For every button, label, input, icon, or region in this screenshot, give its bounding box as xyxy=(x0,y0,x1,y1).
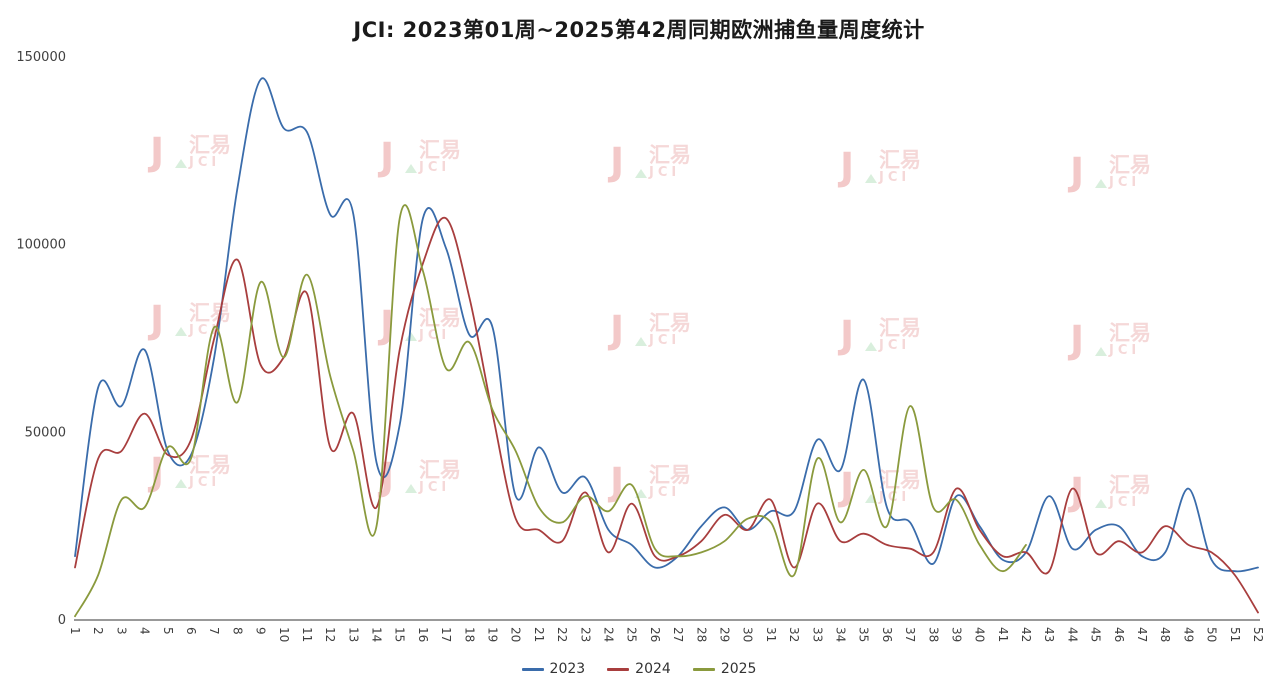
legend-label: 2024 xyxy=(635,661,671,677)
x-tick-label: 16 xyxy=(416,627,430,642)
x-tick-label: 20 xyxy=(509,627,523,642)
y-tick-label: 50000 xyxy=(25,425,66,440)
x-tick-label: 23 xyxy=(578,627,592,642)
x-tick-label: 48 xyxy=(1158,627,1172,642)
legend-item-2024: 2024 xyxy=(607,661,671,677)
legend-line-swatch xyxy=(692,667,715,671)
x-tick-label: 35 xyxy=(857,627,871,642)
x-tick-label: 13 xyxy=(346,627,360,642)
series-line-2023 xyxy=(74,77,1259,573)
x-tick-label: 34 xyxy=(833,627,847,642)
legend-line-swatch xyxy=(521,667,544,671)
chart-title: JCI: 2023第01周~2025第42周同期欧洲捕鱼量周度统计 xyxy=(353,18,925,42)
x-tick-label: 52 xyxy=(1251,627,1265,642)
x-tick-label: 21 xyxy=(532,627,546,642)
x-tick-label: 27 xyxy=(671,627,685,642)
x-tick-label: 47 xyxy=(1135,627,1149,642)
chart-legend: 2023 2024 2025 xyxy=(0,661,1278,677)
x-tick-label: 36 xyxy=(880,627,894,642)
x-tick-label: 8 xyxy=(230,627,244,635)
y-tick-label: 100000 xyxy=(16,238,66,253)
x-tick-label: 11 xyxy=(300,627,314,642)
x-tick-label: 2 xyxy=(91,627,105,635)
x-tick-label: 6 xyxy=(184,627,198,635)
x-tick-label: 19 xyxy=(486,627,500,642)
x-tick-label: 29 xyxy=(717,627,731,642)
x-tick-label: 1 xyxy=(68,627,82,635)
y-tick-label: 0 xyxy=(58,613,66,628)
x-tick-label: 50 xyxy=(1205,627,1219,642)
x-tick-label: 26 xyxy=(648,627,662,642)
series-line-2024 xyxy=(74,216,1259,614)
x-tick-label: 5 xyxy=(161,627,175,635)
x-tick-label: 46 xyxy=(1112,627,1126,642)
x-tick-label: 28 xyxy=(694,627,708,642)
x-tick-label: 49 xyxy=(1181,627,1195,642)
x-tick-label: 24 xyxy=(602,627,616,642)
x-tick-label: 40 xyxy=(973,627,987,642)
x-tick-label: 30 xyxy=(741,627,755,642)
x-tick-label: 17 xyxy=(439,627,453,642)
x-tick-label: 10 xyxy=(277,627,291,642)
x-tick-label: 3 xyxy=(114,627,128,635)
y-tick-label: 150000 xyxy=(16,50,66,65)
x-tick-label: 14 xyxy=(370,627,384,642)
x-tick-label: 15 xyxy=(393,627,407,642)
x-tick-label: 25 xyxy=(625,627,639,642)
legend-label: 2023 xyxy=(549,661,586,677)
x-tick-label: 32 xyxy=(787,627,801,642)
x-tick-label: 33 xyxy=(810,627,824,642)
x-tick-label: 22 xyxy=(555,627,569,642)
legend-item-2025: 2025 xyxy=(692,661,757,677)
legend-label: 2025 xyxy=(720,661,757,677)
x-tick-label: 39 xyxy=(949,627,963,642)
legend-item-2023: 2023 xyxy=(521,661,586,677)
x-tick-label: 9 xyxy=(254,627,268,635)
x-tick-label: 45 xyxy=(1089,627,1103,642)
x-tick-label: 43 xyxy=(1042,627,1056,642)
x-tick-label: 12 xyxy=(323,627,337,642)
x-tick-label: 31 xyxy=(764,627,778,642)
x-tick-label: 42 xyxy=(1019,627,1033,642)
x-tick-label: 37 xyxy=(903,627,917,642)
legend-line-swatch xyxy=(607,667,630,671)
x-tick-label: 38 xyxy=(926,627,940,642)
series-line-2025 xyxy=(74,204,1027,618)
x-tick-label: 18 xyxy=(462,627,476,642)
x-tick-label: 41 xyxy=(996,627,1010,642)
x-tick-label: 7 xyxy=(207,627,221,635)
x-tick-label: 44 xyxy=(1065,627,1079,642)
x-tick-label: 51 xyxy=(1228,627,1242,642)
x-tick-label: 4 xyxy=(138,627,152,635)
